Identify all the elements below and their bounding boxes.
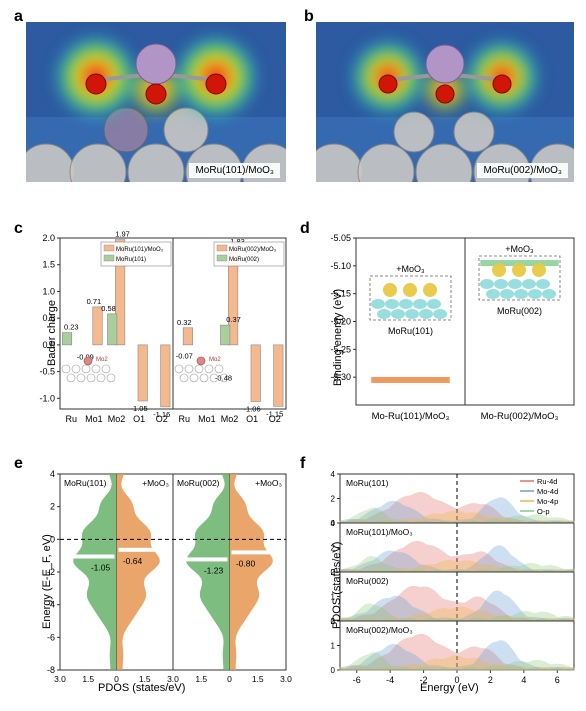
svg-text:Mo-4p: Mo-4p: [537, 497, 558, 506]
caption-a: MoRu(101)/MoO₃: [189, 163, 280, 178]
svg-text:MoRu(002)/MoO₃: MoRu(002)/MoO₃: [229, 247, 277, 253]
svg-text:Mo2: Mo2: [221, 414, 239, 424]
svg-text:Mo1: Mo1: [85, 414, 103, 424]
svg-text:MoRu(002): MoRu(002): [346, 576, 389, 586]
svg-text:O-p: O-p: [537, 507, 550, 516]
svg-text:4: 4: [521, 675, 526, 685]
svg-text:MoRu(002): MoRu(002): [177, 478, 220, 488]
svg-text:0.37: 0.37: [226, 315, 241, 324]
svg-text:Mo1: Mo1: [198, 414, 216, 424]
svg-text:Ru: Ru: [179, 414, 191, 424]
bader-chart: Bader charge -1.0-0.50.00.51.01.52.00.23…: [20, 232, 290, 427]
svg-text:0: 0: [227, 674, 232, 684]
svg-text:Mo2: Mo2: [96, 357, 108, 363]
svg-text:O1: O1: [246, 414, 258, 424]
electron-density-a: [26, 22, 286, 182]
svg-text:Mo-4d: Mo-4d: [537, 487, 558, 496]
svg-text:Ru-4d: Ru-4d: [537, 477, 557, 486]
svg-text:-6: -6: [353, 675, 361, 685]
svg-text:MoRu(101): MoRu(101): [116, 257, 146, 263]
svg-text:1.97: 1.97: [115, 230, 130, 239]
ylabel-c: Bader charge: [46, 266, 58, 366]
svg-text:+MoO₃: +MoO₃: [142, 478, 169, 488]
svg-text:-0.07: -0.07: [176, 352, 193, 361]
pdos-lines: PDOS (states/eV) -6-4-20246024MoRu(101)0…: [310, 468, 578, 696]
svg-text:-0.64: -0.64: [123, 556, 143, 566]
svg-text:-1.05: -1.05: [91, 562, 111, 572]
svg-text:0: 0: [331, 666, 336, 675]
svg-text:+MoO₃: +MoO₃: [396, 264, 425, 274]
sim-panel-a: MoRu(101)/MoO₃: [26, 22, 286, 182]
svg-text:2: 2: [488, 675, 493, 685]
svg-text:1: 1: [331, 642, 336, 651]
svg-text:3.0: 3.0: [280, 674, 292, 684]
panel-label-f: f: [300, 455, 305, 473]
panel-label-b: b: [304, 8, 314, 26]
svg-text:2.0: 2.0: [42, 233, 55, 243]
svg-text:+MoO₃: +MoO₃: [505, 244, 534, 254]
svg-text:MoRu(002): MoRu(002): [497, 306, 542, 316]
svg-text:0.58: 0.58: [101, 304, 116, 313]
svg-text:O2: O2: [156, 414, 168, 424]
svg-text:-5.05: -5.05: [330, 233, 351, 243]
svg-text:-1.0: -1.0: [39, 393, 55, 403]
pdos-violin: Energy (E-E_F, eV) -8-6-4-20243.01.501.5…: [20, 468, 290, 696]
svg-text:-0.80: -0.80: [236, 558, 256, 568]
xlabel-e: PDOS (states/eV): [98, 682, 185, 694]
svg-text:0.32: 0.32: [177, 318, 192, 327]
panel-label-d: d: [300, 220, 310, 238]
svg-text:MoRu(101): MoRu(101): [64, 478, 107, 488]
svg-text:MoRu(002): MoRu(002): [229, 257, 259, 263]
svg-text:-1.06: -1.06: [244, 405, 261, 414]
binding-chart-svg: -5.05-5.10-5.15-5.20-5.25-5.30Mo-Ru(101)…: [310, 232, 578, 427]
ylabel-e: Energy (E-E_F, eV): [41, 499, 53, 629]
svg-text:MoRu(002)/MoO₃: MoRu(002)/MoO₃: [346, 625, 413, 635]
svg-text:O2: O2: [269, 414, 281, 424]
svg-text:4: 4: [331, 470, 336, 479]
svg-text:Mo2: Mo2: [209, 357, 221, 363]
svg-text:Ru: Ru: [66, 414, 78, 424]
svg-text:6: 6: [555, 675, 560, 685]
electron-density-b: [316, 22, 574, 182]
svg-text:Mo2: Mo2: [108, 414, 126, 424]
svg-text:MoRu(101): MoRu(101): [388, 326, 433, 336]
svg-text:-4: -4: [386, 675, 394, 685]
ylabel-f: PDOS (states/eV): [331, 499, 343, 629]
svg-text:1.5: 1.5: [195, 674, 207, 684]
pdos-violin-svg: -8-6-4-20243.01.501.53.01.501.53.0-1.05-…: [20, 468, 290, 696]
svg-text:0.23: 0.23: [64, 323, 79, 332]
ylabel-d: Binding energy (eV): [332, 246, 344, 386]
bader-chart-svg: -1.0-0.50.00.51.01.52.00.230.710.581.97-…: [20, 232, 290, 427]
svg-text:MoRu(101): MoRu(101): [346, 478, 389, 488]
svg-text:MoRu(101)/MoO₃: MoRu(101)/MoO₃: [346, 527, 413, 537]
panel-label-a: a: [14, 8, 23, 26]
svg-text:1.5: 1.5: [82, 674, 94, 684]
caption-b: MoRu(002)/MoO₃: [477, 163, 568, 178]
svg-text:1.5: 1.5: [252, 674, 264, 684]
xlabel-f: Energy (eV): [420, 682, 479, 694]
svg-text:0.71: 0.71: [87, 297, 102, 306]
svg-text:+MoO₃: +MoO₃: [255, 478, 282, 488]
binding-chart: Binding energy (eV) -5.05-5.10-5.15-5.20…: [310, 232, 578, 427]
svg-text:Mo-Ru(002)/MoO₃: Mo-Ru(002)/MoO₃: [481, 411, 559, 422]
svg-text:-0.48: -0.48: [215, 374, 232, 383]
svg-text:4: 4: [50, 469, 55, 479]
svg-text:-0.5: -0.5: [39, 367, 55, 377]
sim-panel-b: MoRu(002)/MoO₃: [316, 22, 574, 182]
svg-text:O1: O1: [133, 414, 145, 424]
svg-text:3.0: 3.0: [54, 674, 66, 684]
svg-text:MoRu(101)/MoO₃: MoRu(101)/MoO₃: [116, 247, 164, 253]
svg-text:Mo-Ru(101)/MoO₃: Mo-Ru(101)/MoO₃: [372, 411, 450, 422]
pdos-lines-svg: -6-4-20246024MoRu(101)024MoRu(101)/MoO₃0…: [310, 468, 578, 696]
svg-text:-6: -6: [47, 632, 55, 642]
svg-text:-1.23: -1.23: [204, 565, 224, 575]
svg-text:-1.05: -1.05: [131, 404, 148, 413]
